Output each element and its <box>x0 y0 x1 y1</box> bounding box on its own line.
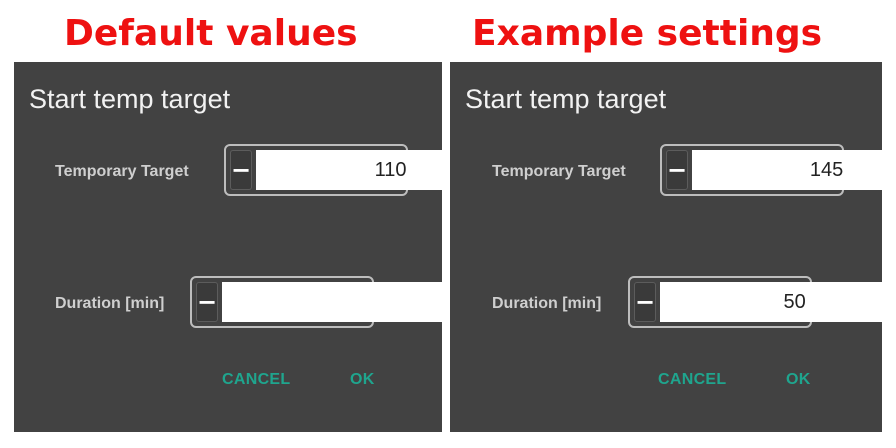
minus-icon: − <box>197 288 218 316</box>
dialog-title: Start temp target <box>465 84 667 114</box>
cancel-button[interactable]: CANCEL <box>658 371 727 388</box>
minus-icon: − <box>667 156 688 184</box>
dialog-title: Start temp target <box>29 84 231 114</box>
default-values-heading: Default values <box>64 13 358 54</box>
duration-label: Duration [min] <box>492 295 602 312</box>
minus-icon: − <box>231 156 252 184</box>
duration-input[interactable] <box>222 282 492 322</box>
duration-stepper: − + <box>190 276 518 328</box>
duration-stepper: − + <box>628 276 896 328</box>
minus-icon: − <box>635 288 656 316</box>
ok-button[interactable]: OK <box>350 371 375 388</box>
duration-decrement-button[interactable]: − <box>196 282 219 322</box>
target-decrement-button[interactable]: − <box>230 150 253 190</box>
temporary-target-stepper: − + <box>224 144 552 196</box>
example-settings-heading: Example settings <box>472 13 823 54</box>
temporary-target-label: Temporary Target <box>492 163 626 180</box>
temporary-target-stepper: − + <box>660 144 896 196</box>
temporary-target-input[interactable] <box>692 150 896 190</box>
target-decrement-button[interactable]: − <box>666 150 689 190</box>
duration-input[interactable] <box>660 282 896 322</box>
default-values-dialog: Start temp target Temporary Target − + D… <box>14 62 552 432</box>
ok-button[interactable]: OK <box>786 371 811 388</box>
example-settings-dialog: Start temp target Temporary Target − + D… <box>450 62 896 432</box>
duration-decrement-button[interactable]: − <box>634 282 657 322</box>
temporary-target-label: Temporary Target <box>55 163 189 180</box>
cancel-button[interactable]: CANCEL <box>222 371 291 388</box>
duration-label: Duration [min] <box>55 295 165 312</box>
